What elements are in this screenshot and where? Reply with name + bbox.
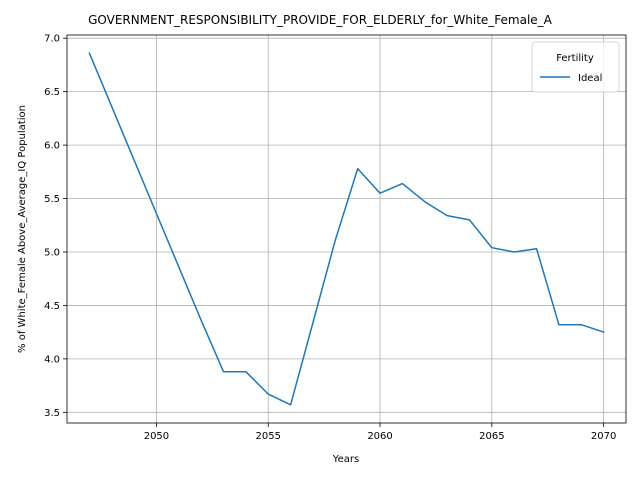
y-tick-label: 4.5 — [44, 301, 60, 312]
y-tick-label: 3.5 — [44, 408, 60, 419]
x-axis-label: Years — [332, 454, 359, 465]
y-tick-label: 5.0 — [44, 247, 60, 258]
x-tick-label: 2070 — [591, 431, 616, 442]
chart-title: GOVERNMENT_RESPONSIBILITY_PROVIDE_FOR_EL… — [88, 13, 553, 27]
x-tick-label: 2055 — [256, 431, 281, 442]
y-tick-label: 6.0 — [44, 141, 60, 152]
x-tick-label: 2060 — [367, 431, 392, 442]
grid-lines — [67, 35, 626, 423]
x-axis-ticks: 2050 2055 2060 2065 2070 — [144, 423, 616, 442]
y-tick-label: 4.0 — [44, 354, 60, 365]
y-axis-ticks: 3.5 4.0 4.5 5.0 5.5 6.0 6.5 7.0 — [44, 34, 67, 419]
y-tick-label: 5.5 — [44, 194, 60, 205]
y-tick-label: 7.0 — [44, 34, 60, 45]
y-tick-label: 6.5 — [44, 87, 60, 98]
series-line-ideal — [88, 52, 605, 406]
legend-box — [531, 41, 620, 93]
legend: Fertility Ideal — [531, 41, 620, 93]
series-lines — [88, 52, 605, 406]
legend-label-ideal: Ideal — [578, 73, 602, 84]
plot-frame — [66, 34, 627, 424]
legend-title: Fertility — [556, 53, 594, 64]
x-tick-label: 2065 — [479, 431, 504, 442]
y-axis-label: % of White_Female Above_Average_IQ Popul… — [17, 105, 28, 353]
x-tick-label: 2050 — [144, 431, 169, 442]
